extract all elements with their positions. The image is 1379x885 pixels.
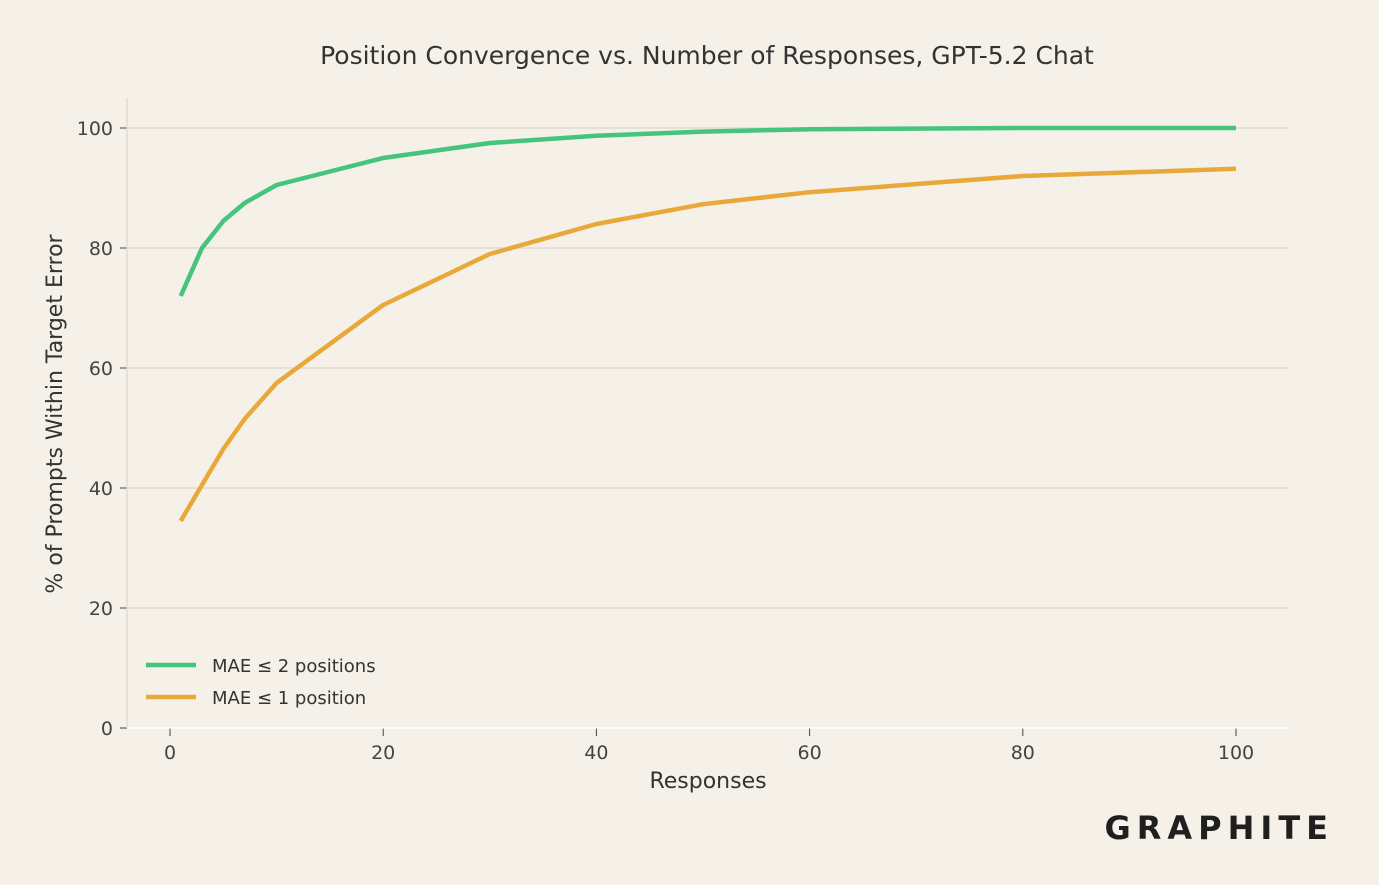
x-tick-label-100: 100 (1218, 742, 1254, 764)
grid-lines (127, 127, 1289, 609)
y-tick-label-100: 100 (77, 118, 113, 140)
x-tick-label-20: 20 (371, 742, 395, 764)
x-tick-label-0: 0 (164, 742, 176, 764)
legend: MAE ≤ 2 positions MAE ≤ 1 position (146, 656, 376, 709)
y-tick-label-20: 20 (89, 598, 113, 620)
chart-title: Position Convergence vs. Number of Respo… (320, 41, 1094, 70)
brand-logo: GRAPHITE (1105, 809, 1335, 847)
y-axis-title: % of Prompts Within Target Error (43, 233, 68, 593)
legend-label-1: MAE ≤ 2 positions (212, 656, 376, 677)
axes (120, 98, 1289, 736)
series-lines (178, 125, 1237, 523)
y-tick-label-80: 80 (89, 238, 113, 260)
series-line-1 (178, 125, 1236, 297)
legend-label-2: MAE ≤ 1 position (212, 688, 366, 709)
y-tick-label-40: 40 (89, 478, 113, 500)
series-line-2 (178, 166, 1237, 523)
x-tick-label-80: 80 (1011, 742, 1035, 764)
x-tick-label-60: 60 (798, 742, 822, 764)
x-axis-title: Responses (649, 769, 766, 794)
y-tick-label-60: 60 (89, 358, 113, 380)
y-tick-label-0: 0 (101, 718, 113, 740)
x-tick-label-40: 40 (584, 742, 608, 764)
tick-labels: 0 20 40 60 80 100 0 20 40 60 80 100 (77, 118, 1254, 764)
